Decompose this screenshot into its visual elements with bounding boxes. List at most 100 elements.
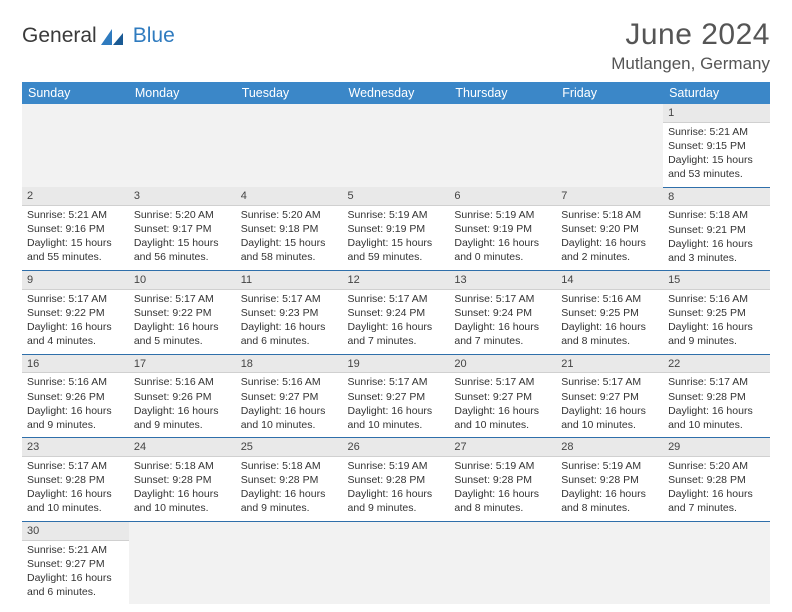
sunset-text: Sunset: 9:28 PM: [454, 473, 551, 487]
day-cell: 4Sunrise: 5:20 AMSunset: 9:18 PMDaylight…: [236, 187, 343, 271]
daylight-text: Daylight: 16 hours and 8 minutes.: [561, 320, 658, 348]
day-cell: 8Sunrise: 5:18 AMSunset: 9:21 PMDaylight…: [663, 187, 770, 271]
sunset-text: Sunset: 9:28 PM: [668, 390, 765, 404]
sunset-text: Sunset: 9:24 PM: [454, 306, 551, 320]
day-number: 30: [22, 522, 129, 541]
sunrise-text: Sunrise: 5:21 AM: [27, 208, 124, 222]
weekday-header: Saturday: [663, 82, 770, 104]
calendar-row: 9Sunrise: 5:17 AMSunset: 9:22 PMDaylight…: [22, 271, 770, 355]
daylight-text: Daylight: 16 hours and 10 minutes.: [561, 404, 658, 432]
day-number: 21: [556, 355, 663, 374]
sunrise-text: Sunrise: 5:17 AM: [454, 292, 551, 306]
sunset-text: Sunset: 9:28 PM: [241, 473, 338, 487]
sunrise-text: Sunrise: 5:19 AM: [454, 459, 551, 473]
day-cell: 24Sunrise: 5:18 AMSunset: 9:28 PMDayligh…: [129, 438, 236, 522]
daylight-text: Daylight: 15 hours and 58 minutes.: [241, 236, 338, 264]
sunset-text: Sunset: 9:23 PM: [241, 306, 338, 320]
daylight-text: Daylight: 16 hours and 10 minutes.: [454, 404, 551, 432]
sunrise-text: Sunrise: 5:17 AM: [348, 375, 445, 389]
sunrise-text: Sunrise: 5:21 AM: [27, 543, 124, 557]
daylight-text: Daylight: 15 hours and 53 minutes.: [668, 153, 765, 181]
day-number: 25: [236, 438, 343, 457]
day-cell: 1 Sunrise: 5:21 AMSunset: 9:15 PMDaylight…: [663, 104, 770, 187]
daylight-text: Daylight: 15 hours and 55 minutes.: [27, 236, 124, 264]
sunset-text: Sunset: 9:27 PM: [561, 390, 658, 404]
weekday-header: Sunday: [22, 82, 129, 104]
calendar-row: 30Sunrise: 5:21 AMSunset: 9:27 PMDayligh…: [22, 521, 770, 604]
sunrise-text: Sunrise: 5:19 AM: [454, 208, 551, 222]
sunset-text: Sunset: 9:19 PM: [454, 222, 551, 236]
sunrise-text: Sunrise: 5:21 AM: [668, 125, 765, 139]
sunset-text: Sunset: 9:28 PM: [668, 473, 765, 487]
sunrise-text: Sunrise: 5:16 AM: [27, 375, 124, 389]
day-number: 23: [22, 438, 129, 457]
day-cell: 2 Sunrise: 5:21 AMSunset: 9:16 PMDaylight…: [22, 187, 129, 271]
daylight-text: Daylight: 16 hours and 10 minutes.: [348, 404, 445, 432]
blank-cell: [556, 104, 663, 187]
sunset-text: Sunset: 9:28 PM: [134, 473, 231, 487]
day-cell: 11Sunrise: 5:17 AMSunset: 9:23 PMDayligh…: [236, 271, 343, 355]
day-cell: 12Sunrise: 5:17 AMSunset: 9:24 PMDayligh…: [343, 271, 450, 355]
logo-text-blue: Blue: [133, 24, 175, 48]
calendar-row: 1 Sunrise: 5:21 AMSunset: 9:15 PMDaylight…: [22, 104, 770, 187]
day-number: 6: [449, 187, 556, 206]
weekday-header: Friday: [556, 82, 663, 104]
sunset-text: Sunset: 9:27 PM: [241, 390, 338, 404]
logo-text-general: General: [22, 24, 97, 48]
sunrise-text: Sunrise: 5:16 AM: [668, 292, 765, 306]
sunrise-text: Sunrise: 5:17 AM: [27, 292, 124, 306]
daylight-text: Daylight: 16 hours and 3 minutes.: [668, 237, 765, 265]
day-number: 28: [556, 438, 663, 457]
daylight-text: Daylight: 16 hours and 9 minutes.: [668, 320, 765, 348]
day-cell: 18Sunrise: 5:16 AMSunset: 9:27 PMDayligh…: [236, 354, 343, 438]
location: Mutlangen, Germany: [611, 54, 770, 74]
day-cell: 10Sunrise: 5:17 AMSunset: 9:22 PMDayligh…: [129, 271, 236, 355]
sunset-text: Sunset: 9:16 PM: [27, 222, 124, 236]
day-number: 24: [129, 438, 236, 457]
daylight-text: Daylight: 16 hours and 2 minutes.: [561, 236, 658, 264]
sunset-text: Sunset: 9:15 PM: [668, 139, 765, 153]
sunset-text: Sunset: 9:27 PM: [348, 390, 445, 404]
day-cell: 29Sunrise: 5:20 AMSunset: 9:28 PMDayligh…: [663, 438, 770, 522]
sunrise-text: Sunrise: 5:17 AM: [241, 292, 338, 306]
calendar-row: 23Sunrise: 5:17 AMSunset: 9:28 PMDayligh…: [22, 438, 770, 522]
daylight-text: Daylight: 16 hours and 8 minutes.: [561, 487, 658, 515]
day-number: 3: [129, 187, 236, 206]
day-number: 17: [129, 355, 236, 374]
sunrise-text: Sunrise: 5:17 AM: [561, 375, 658, 389]
day-number: 4: [236, 187, 343, 206]
day-number: 13: [449, 271, 556, 290]
day-number: 1: [663, 104, 770, 123]
day-number: 7: [556, 187, 663, 206]
daylight-text: Daylight: 16 hours and 9 minutes.: [27, 404, 124, 432]
day-cell: 7Sunrise: 5:18 AMSunset: 9:20 PMDaylight…: [556, 187, 663, 271]
day-cell: 9Sunrise: 5:17 AMSunset: 9:22 PMDaylight…: [22, 271, 129, 355]
daylight-text: Daylight: 16 hours and 6 minutes.: [27, 571, 124, 599]
daylight-text: Daylight: 16 hours and 10 minutes.: [134, 487, 231, 515]
sunrise-text: Sunrise: 5:19 AM: [348, 208, 445, 222]
day-cell: 13 Sunrise: 5:17 AMSunset: 9:24 PMDayligh…: [449, 271, 556, 355]
day-cell: 17Sunrise: 5:16 AMSunset: 9:26 PMDayligh…: [129, 354, 236, 438]
blank-cell: [343, 104, 450, 187]
sunrise-text: Sunrise: 5:16 AM: [241, 375, 338, 389]
brand-logo: General Blue: [22, 24, 175, 48]
sunset-text: Sunset: 9:21 PM: [668, 223, 765, 237]
sunrise-text: Sunrise: 5:20 AM: [668, 459, 765, 473]
sunrise-text: Sunrise: 5:17 AM: [134, 292, 231, 306]
day-number: 2: [22, 187, 129, 206]
blank-cell: [449, 521, 556, 604]
day-cell: 30Sunrise: 5:21 AMSunset: 9:27 PMDayligh…: [22, 521, 129, 604]
sunset-text: Sunset: 9:17 PM: [134, 222, 231, 236]
daylight-text: Daylight: 16 hours and 7 minutes.: [454, 320, 551, 348]
sunset-text: Sunset: 9:22 PM: [27, 306, 124, 320]
sunrise-text: Sunrise: 5:18 AM: [561, 208, 658, 222]
day-number: 11: [236, 271, 343, 290]
daylight-text: Daylight: 16 hours and 9 minutes.: [348, 487, 445, 515]
sunset-text: Sunset: 9:18 PM: [241, 222, 338, 236]
day-cell: 15Sunrise: 5:16 AMSunset: 9:25 PMDayligh…: [663, 271, 770, 355]
day-cell: 25Sunrise: 5:18 AMSunset: 9:28 PMDayligh…: [236, 438, 343, 522]
sunset-text: Sunset: 9:22 PM: [134, 306, 231, 320]
day-number: 8: [663, 188, 770, 207]
day-number: 29: [663, 438, 770, 457]
blank-cell: [236, 104, 343, 187]
